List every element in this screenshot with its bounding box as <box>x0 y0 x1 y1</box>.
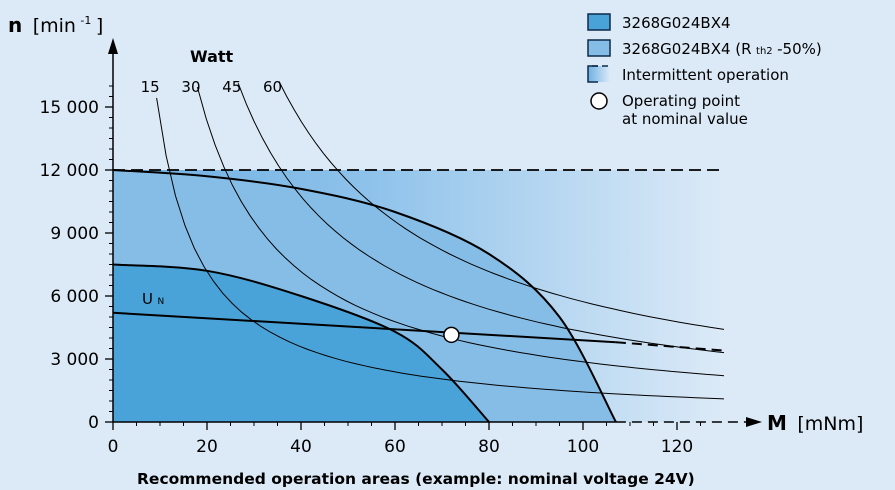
un-label-sub: N <box>157 297 164 307</box>
power-curve-label-15w: 15 <box>141 78 160 96</box>
boundary-rth2 <box>112 169 617 423</box>
legend-item-3: Intermittent operation <box>622 66 789 84</box>
legend-swatch-light <box>587 39 611 57</box>
legend: 3268G024BX4 3268G024BX4 (R th2 -50%) Int… <box>587 13 822 128</box>
power-curve-60w <box>278 81 725 330</box>
legend-swatch-dark <box>587 13 611 31</box>
y-axis-unit-sup: -1 <box>80 14 91 27</box>
power-curve-15w <box>156 97 725 400</box>
boundary-continuous <box>112 263 490 423</box>
y-axis-unit-close: ] <box>96 15 103 37</box>
y-axis-unit-open: [min <box>33 15 76 37</box>
ticks-layer: 0 3 000 6 000 9 000 12 000 15 000 0 20 40 60 80 100… <box>40 85 701 457</box>
boundary-layer <box>112 169 725 423</box>
legend-item-2-sub: th2 <box>756 46 773 57</box>
nominal-voltage-line <box>112 311 616 344</box>
legend-swatch-gradient <box>588 66 610 82</box>
x-axis-symbol: M <box>767 411 787 435</box>
un-label-main: U <box>142 290 153 308</box>
legend-item-2: 3268G024BX4 (R th2 -50%) <box>622 40 822 58</box>
y-tick-label-1: 3 000 <box>50 350 99 370</box>
regions-layer <box>113 170 724 422</box>
y-tick-label-2: 6 000 <box>50 287 99 307</box>
y-tick-label-4: 12 000 <box>40 161 99 181</box>
x-tick-label-2: 40 <box>290 437 312 457</box>
x-tick-label-0: 0 <box>108 437 119 457</box>
power-curves-layer <box>156 81 725 400</box>
watt-title: Watt <box>190 47 234 66</box>
legend-item-4-line2: at nominal value <box>622 110 748 128</box>
y-tick-label-5: 15 000 <box>40 98 99 118</box>
power-curve-label-45w: 45 <box>222 78 241 96</box>
axes-layer <box>108 38 762 427</box>
y-axis-title: n [min -1 ] <box>8 11 103 37</box>
power-curve-label-60w: 60 <box>263 78 282 96</box>
power-curve-label-30w: 30 <box>181 78 200 96</box>
watt-labels-layer: 15 30 45 60 <box>141 78 282 96</box>
nominal-voltage-line-dashed <box>615 341 725 352</box>
legend-item-2-main: 3268G024BX4 (R <box>622 40 752 58</box>
x-axis-unit: [mNm] <box>797 413 863 435</box>
legend-item-1: 3268G024BX4 <box>622 14 731 32</box>
legend-item-2-after: -50%) <box>777 40 822 58</box>
y-axis-arrow <box>108 38 118 54</box>
legend-item-4-line1: Operating point <box>622 92 740 110</box>
chart-caption: Recommended operation areas (example: no… <box>137 470 695 488</box>
y-axis-symbol: n <box>8 13 22 37</box>
region-continuous <box>113 264 489 422</box>
power-curve-30w <box>196 86 725 377</box>
y-tick-label-3: 9 000 <box>50 224 99 244</box>
x-axis-title: M [mNm] <box>767 411 863 435</box>
x-tick-label-3: 60 <box>384 437 406 457</box>
power-curve-45w <box>237 83 725 354</box>
un-label: U N <box>142 290 164 308</box>
x-tick-label-5: 100 <box>567 437 599 457</box>
operating-point-marker <box>443 326 460 344</box>
legend-swatch-circle <box>590 92 608 110</box>
x-tick-label-1: 20 <box>196 437 218 457</box>
x-tick-label-6: 120 <box>661 437 693 457</box>
x-tick-label-4: 80 <box>478 437 500 457</box>
x-axis-arrow <box>746 417 762 427</box>
y-tick-label-0: 0 <box>88 413 99 433</box>
